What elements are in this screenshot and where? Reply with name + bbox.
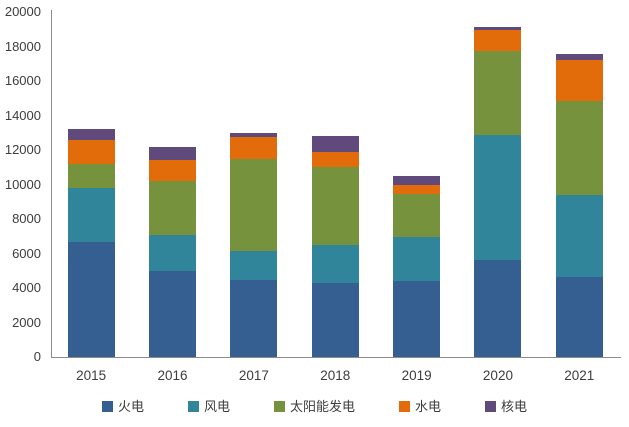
legend-item-nuclear: 核电: [485, 399, 527, 414]
legend-item-thermal: 火电: [101, 399, 144, 414]
bar-segment-hydro-2018: [311, 151, 359, 168]
bar-segment-thermal-2018: [311, 282, 359, 357]
bar-segment-hydro-2021: [555, 60, 603, 101]
x-axis-tick-label-2020: 2020: [482, 368, 513, 383]
x-axis-line: [50, 357, 621, 358]
bar-segment-nuclear-2020: [474, 26, 522, 31]
bar-segment-hydro-2015: [67, 139, 115, 164]
y-axis-tick-label: 4000: [12, 280, 41, 295]
bar-segment-thermal-2021: [555, 276, 603, 357]
bar-segment-solar-2018: [311, 167, 359, 245]
bar-segment-wind-2016: [149, 235, 197, 271]
y-axis-tick-label: 0: [33, 349, 41, 364]
legend-label-hydro: 水电: [415, 399, 442, 414]
bar-segment-wind-2019: [393, 237, 441, 282]
x-axis-tick-label-2016: 2016: [157, 368, 188, 383]
bar-segment-solar-2016: [149, 181, 197, 236]
x-axis-tick-label-2017: 2017: [238, 368, 269, 383]
legend-label-thermal: 火电: [117, 399, 144, 414]
y-axis-tick-label: 6000: [12, 245, 41, 261]
legend-label-solar: 太阳能发电: [289, 399, 355, 414]
legend: 火电 风电 太阳能发电 水电 核电: [0, 399, 629, 414]
y-axis-tick-label: 8000: [12, 211, 41, 226]
legend-marker-hydro: [399, 401, 410, 412]
bar-segment-nuclear-2017: [230, 132, 278, 138]
y-axis-tick-label: 14000: [4, 107, 41, 123]
bar-segment-solar-2017: [230, 159, 278, 251]
x-axis-tick-label-2015: 2015: [76, 368, 107, 383]
bar-segment-wind-2017: [230, 250, 278, 281]
x-axis-tick-label-2018: 2018: [320, 368, 351, 383]
legend-marker-wind: [187, 401, 199, 412]
bar-segment-hydro-2017: [230, 137, 278, 160]
bar-segment-nuclear-2021: [555, 54, 603, 61]
bar-segment-nuclear-2019: [393, 175, 441, 185]
bar-segment-solar-2021: [555, 100, 603, 195]
bar-segment-nuclear-2015: [67, 129, 115, 140]
y-axis-tick-label: 16000: [4, 73, 41, 88]
bar-segment-wind-2015: [67, 187, 115, 243]
bar-segment-thermal-2015: [67, 242, 115, 357]
legend-marker-nuclear: [485, 401, 497, 412]
bar-segment-wind-2020: [474, 135, 522, 261]
legend-item-solar: 太阳能发电: [273, 399, 355, 414]
bar-segment-hydro-2019: [393, 184, 441, 194]
bar-segment-solar-2020: [474, 50, 522, 136]
bar-segment-thermal-2020: [474, 260, 522, 357]
legend-marker-thermal: [101, 401, 113, 412]
y-axis-line: [50, 10, 52, 357]
bar-segment-thermal-2017: [230, 280, 278, 357]
bar-segment-wind-2018: [311, 244, 359, 283]
bar-segment-wind-2021: [555, 194, 603, 277]
y-axis-tick-label: 2000: [12, 314, 41, 330]
x-axis-tick-label-2019: 2019: [401, 368, 432, 383]
y-axis-tick-label: 12000: [4, 142, 41, 157]
legend-item-hydro: 水电: [399, 399, 441, 414]
bar-segment-hydro-2016: [149, 160, 197, 182]
bar-segment-solar-2015: [67, 163, 115, 188]
bar-segment-thermal-2016: [149, 270, 197, 357]
y-axis-tick-label: 20000: [4, 4, 41, 19]
bar-segment-thermal-2019: [393, 281, 441, 357]
legend-item-wind: 风电: [187, 399, 230, 414]
bar-segment-nuclear-2018: [311, 136, 359, 152]
bar-segment-nuclear-2016: [149, 147, 197, 161]
x-axis-tick-label-2021: 2021: [564, 368, 595, 383]
y-axis-tick-label: 10000: [4, 176, 41, 192]
y-axis-tick-label: 18000: [4, 38, 41, 54]
legend-label-nuclear: 核电: [501, 399, 528, 414]
legend-label-wind: 风电: [203, 399, 230, 414]
bar-segment-solar-2019: [393, 193, 441, 238]
legend-marker-solar: [273, 401, 285, 412]
bar-segment-hydro-2020: [474, 30, 522, 51]
